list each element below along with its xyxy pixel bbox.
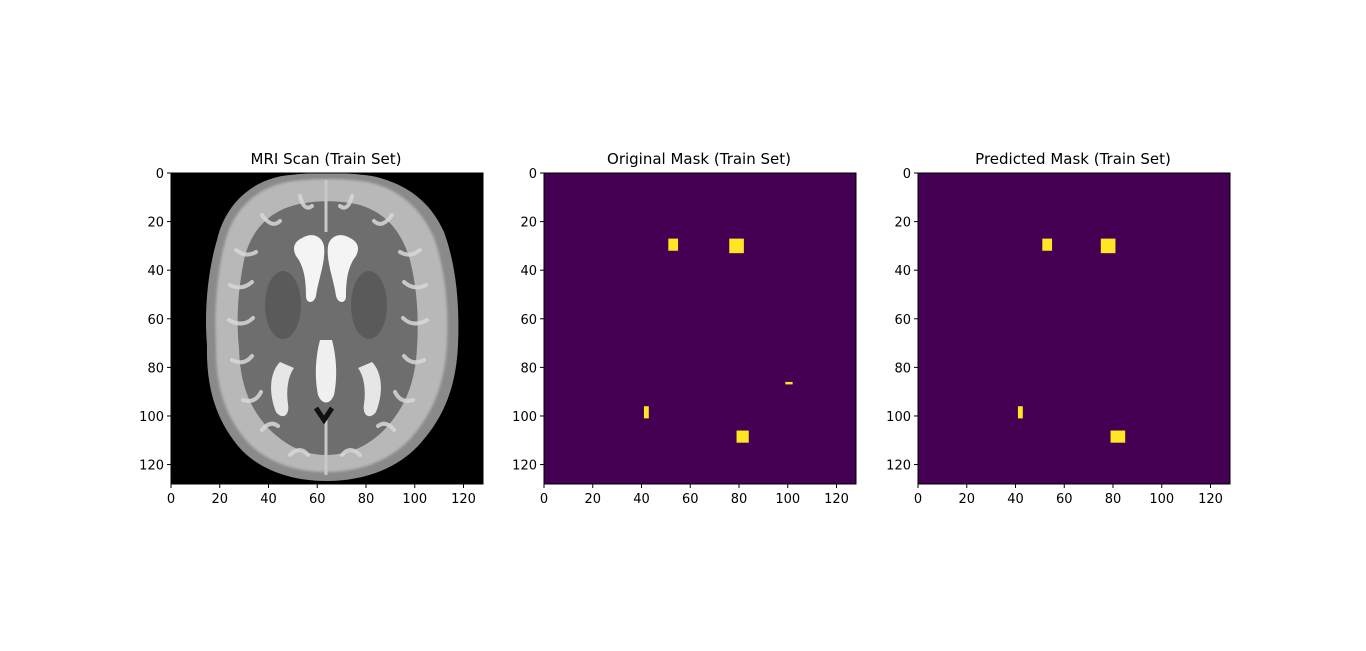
- original-mask-ytick-label-100: 100: [512, 410, 537, 425]
- mri-xtick-label-40: 40: [260, 492, 277, 507]
- original-mask-ytick-label-20: 20: [520, 216, 537, 231]
- mri-xtick-label-120: 120: [451, 492, 476, 507]
- predicted-mask-ytick-label-20: 20: [894, 216, 911, 231]
- original-mask-ytick-label-60: 60: [520, 313, 537, 328]
- original-mask-axes-frame: [543, 172, 857, 485]
- mri-ytick-label-60: 60: [147, 313, 164, 328]
- panel-title-predicted-mask: Predicted Mask (Train Set): [975, 150, 1171, 168]
- predicted-mask-region-2: [1017, 406, 1023, 419]
- predicted-mask-background: [918, 173, 1230, 484]
- original-mask-background: [544, 173, 856, 484]
- predicted-mask-region-0: [1042, 238, 1053, 251]
- mri-xtick-label-20: 20: [211, 492, 228, 507]
- original-mask-ytick-label-40: 40: [520, 264, 537, 279]
- mri-ytick-label-20: 20: [147, 216, 164, 231]
- predicted-mask-ytick-label-100: 100: [886, 410, 911, 425]
- predicted-mask-ytick-label-0: 0: [903, 167, 911, 182]
- mri-xtick-label-100: 100: [402, 492, 427, 507]
- panel-title-mri: MRI Scan (Train Set): [251, 150, 402, 168]
- mri-scan-image: [171, 173, 483, 484]
- predicted-mask-xtick-label-60: 60: [1056, 492, 1073, 507]
- predicted-mask-ytick-label-120: 120: [886, 459, 911, 474]
- mri-ytick-label-80: 80: [147, 361, 164, 376]
- original-mask-region-1: [729, 238, 744, 254]
- predicted-mask-region-1: [1100, 238, 1116, 254]
- predicted-mask-ytick-label-60: 60: [894, 313, 911, 328]
- mri-ytick-label-100: 100: [139, 410, 164, 425]
- predicted-mask-xtick-label-40: 40: [1007, 492, 1024, 507]
- original-mask-xtick-label-80: 80: [731, 492, 748, 507]
- original-mask-ytick-label-0: 0: [529, 167, 537, 182]
- original-mask-xtick-label-20: 20: [584, 492, 601, 507]
- original-mask-region-0: [668, 238, 679, 251]
- mri-xtick-label-80: 80: [358, 492, 375, 507]
- original-mask-xtick-label-40: 40: [633, 492, 650, 507]
- mri-ytick-label-120: 120: [139, 459, 164, 474]
- panel-title-original-mask: Original Mask (Train Set): [607, 150, 791, 168]
- predicted-mask-ytick-label-40: 40: [894, 264, 911, 279]
- predicted-mask-axes-frame: [917, 172, 1231, 485]
- mri-ytick-label-40: 40: [147, 264, 164, 279]
- original-mask-ytick-label-120: 120: [512, 459, 537, 474]
- original-mask-region-3: [643, 406, 649, 419]
- original-mask-xtick-label-60: 60: [682, 492, 699, 507]
- mri-axes-frame: [170, 172, 484, 485]
- mri-xtick-label-0: 0: [167, 492, 175, 507]
- predicted-mask-xtick-label-100: 100: [1149, 492, 1174, 507]
- original-mask-xtick-label-120: 120: [824, 492, 849, 507]
- predicted-mask-xtick-label-120: 120: [1198, 492, 1223, 507]
- predicted-mask-xtick-label-80: 80: [1105, 492, 1122, 507]
- mri-ytick-label-0: 0: [156, 167, 164, 182]
- predicted-mask-xtick-label-20: 20: [958, 492, 975, 507]
- predicted-mask-xtick-label-0: 0: [914, 492, 922, 507]
- original-mask-ytick-label-80: 80: [520, 361, 537, 376]
- original-mask-region-4: [736, 430, 749, 443]
- predicted-mask-ytick-label-80: 80: [894, 361, 911, 376]
- original-mask-xtick-label-0: 0: [540, 492, 548, 507]
- original-mask-region-2: [785, 381, 793, 385]
- predicted-mask-region-3: [1110, 430, 1126, 443]
- mri-xtick-label-60: 60: [309, 492, 326, 507]
- original-mask-xtick-label-100: 100: [775, 492, 800, 507]
